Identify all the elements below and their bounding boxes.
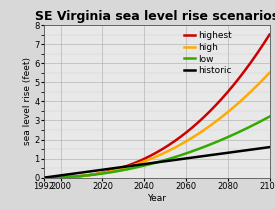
highest — [164, 146, 168, 148]
Line: historic: historic — [44, 147, 270, 178]
high — [151, 157, 154, 159]
high — [164, 151, 168, 153]
historic — [164, 160, 168, 162]
historic — [177, 158, 180, 161]
highest — [227, 89, 230, 92]
low — [268, 115, 271, 118]
high — [268, 71, 271, 74]
historic — [149, 162, 153, 164]
low — [177, 155, 180, 157]
high — [149, 157, 153, 160]
highest — [177, 137, 180, 140]
Line: high: high — [44, 73, 270, 178]
Legend: highest, high, low, historic: highest, high, low, historic — [184, 31, 232, 75]
low — [42, 176, 46, 179]
highest — [149, 154, 153, 157]
historic — [227, 151, 230, 154]
highest — [262, 42, 266, 44]
historic — [262, 147, 266, 149]
historic — [151, 162, 154, 164]
high — [177, 145, 180, 147]
high — [262, 77, 266, 80]
highest — [268, 33, 271, 36]
low — [149, 163, 153, 165]
low — [164, 159, 168, 161]
historic — [42, 176, 46, 179]
high — [42, 176, 46, 179]
Line: low: low — [44, 117, 270, 178]
historic — [268, 146, 271, 148]
low — [227, 135, 230, 138]
high — [227, 110, 230, 112]
Title: SE Virginia sea level rise scenarios: SE Virginia sea level rise scenarios — [35, 10, 275, 23]
Line: highest: highest — [44, 35, 270, 178]
X-axis label: Year: Year — [147, 194, 166, 203]
low — [151, 162, 154, 165]
low — [262, 118, 266, 121]
Y-axis label: sea level rise (feet): sea level rise (feet) — [23, 57, 32, 145]
highest — [42, 176, 46, 179]
highest — [151, 153, 154, 156]
